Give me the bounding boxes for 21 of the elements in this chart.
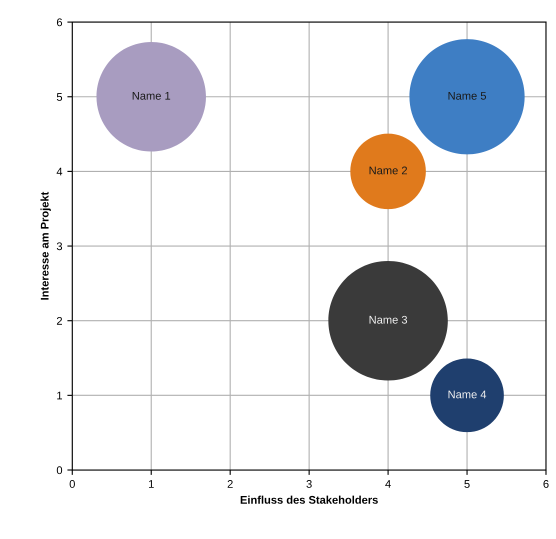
y-tick-label: 1 — [57, 392, 62, 400]
series-label: Name 4 — [448, 390, 486, 398]
y-tick-label: 5 — [56, 93, 62, 101]
x-axis-title: Einfluss des Stakeholders — [240, 496, 378, 504]
y-tick-label: 0 — [56, 466, 62, 474]
x-tick-label: 2 — [228, 480, 233, 488]
x-tick-label: 4 — [385, 480, 391, 488]
x-tick-label: 5 — [464, 480, 470, 488]
x-tick-label: 3 — [306, 480, 312, 488]
y-tick-label: 2 — [56, 316, 62, 325]
y-tick-label: 4 — [56, 168, 62, 176]
series-label: Name 3 — [370, 316, 408, 324]
series-label: Name 2 — [370, 166, 407, 174]
y-tick-label: 6 — [56, 18, 62, 26]
x-tick-label: 6 — [543, 480, 549, 488]
series-label: Name 5 — [448, 92, 486, 100]
y-tick-label: 3 — [56, 242, 62, 250]
x-tick-label: 0 — [70, 480, 75, 488]
x-tick-label: 1 — [148, 480, 154, 488]
y-axis-title: Interesse am Projekt — [40, 192, 51, 300]
series-label: Name 1 — [132, 92, 170, 100]
